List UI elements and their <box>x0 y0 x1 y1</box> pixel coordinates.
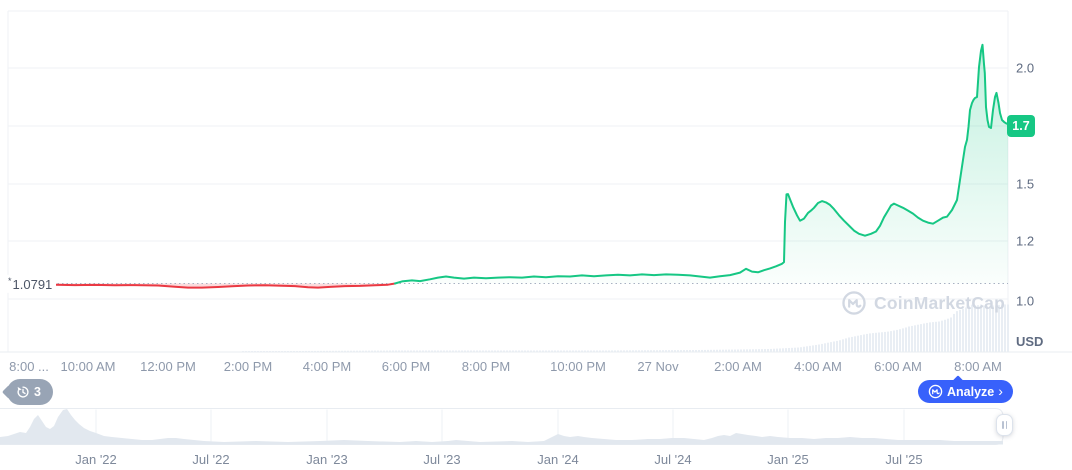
x-axis-tick-label: 27 Nov <box>637 359 679 374</box>
history-badge[interactable]: 3 <box>7 379 53 405</box>
volume-bars <box>242 304 1009 352</box>
reference-price-value: 1.0791 <box>12 276 53 292</box>
watermark: CoinMarketCap <box>841 290 1005 316</box>
price-lines <box>7 43 1009 289</box>
x-axis-tick-label: 4:00 AM <box>794 359 842 374</box>
reference-price-label: *1.0791 <box>6 274 57 293</box>
current-price-badge: 1.7 <box>1007 115 1035 137</box>
history-count: 3 <box>34 385 41 399</box>
x-axis-tick-label: 10:00 PM <box>550 359 606 374</box>
navigator-tick-label: Jan '24 <box>537 452 579 467</box>
watermark-text: CoinMarketCap <box>874 292 1005 313</box>
navigator-tick-label: Jul '22 <box>192 452 230 467</box>
navigator-tick-label: Jul '23 <box>423 452 461 467</box>
navigator-tick-label: Jan '25 <box>767 452 809 467</box>
navigator-tick-label: Jul '24 <box>654 452 692 467</box>
x-axis-tick-label: 2:00 AM <box>714 359 762 374</box>
x-axis-tick-label: 8:00 AM <box>954 359 1002 374</box>
y-axis-tick-label: 1.5 <box>1016 176 1035 192</box>
x-axis-tick-label: 6:00 AM <box>874 359 922 374</box>
reference-price-marker: * <box>8 275 12 286</box>
clock-history-icon <box>17 386 29 398</box>
price-area-fills <box>8 44 1008 288</box>
navigator-chart[interactable] <box>0 408 1004 445</box>
navigator-tick-label: Jan '22 <box>75 452 117 467</box>
x-axis-tick-label: 12:00 PM <box>140 359 196 374</box>
analyze-button[interactable]: Analyze › <box>918 380 1013 403</box>
y-axis-tick-label: 2.0 <box>1016 60 1035 76</box>
chevron-right-icon: › <box>998 382 1003 399</box>
y-axis-tick-label: 1.0 <box>1016 293 1035 309</box>
x-axis-tick-label: 4:00 PM <box>302 359 352 374</box>
coinmarketcap-logo-icon <box>928 384 943 399</box>
currency-unit-label: USD <box>1016 334 1044 349</box>
x-axis-tick-label: 8:00 PM <box>461 359 511 374</box>
gridlines <box>0 10 1072 353</box>
x-axis-tick-label: 2:00 PM <box>223 359 273 374</box>
navigator-right-handle[interactable] <box>996 414 1013 436</box>
x-axis-tick-label: 10:00 AM <box>60 359 116 374</box>
navigator-tick-label: Jul '25 <box>885 452 923 467</box>
x-axis-tick-label: 6:00 PM <box>381 359 431 374</box>
x-axis-tick-label: 8:00 ... <box>9 359 49 374</box>
coinmarketcap-logo-icon <box>842 291 866 315</box>
y-axis-tick-label: 1.2 <box>1016 233 1035 249</box>
analyze-label: Analyze <box>947 384 995 399</box>
navigator-tick-label: Jan '23 <box>306 452 348 467</box>
